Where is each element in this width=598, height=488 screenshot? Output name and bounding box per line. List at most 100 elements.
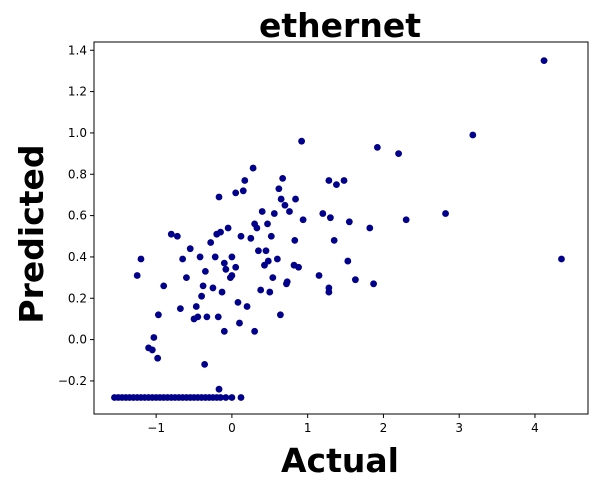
data-point [215, 193, 223, 201]
data-point [344, 257, 352, 265]
data-point [207, 239, 215, 246]
data-point [298, 137, 306, 145]
data-point [198, 292, 205, 300]
x-axis-label: Actual [281, 441, 399, 480]
data-point [442, 210, 449, 217]
data-point [217, 228, 224, 236]
data-point [295, 263, 302, 271]
data-point [150, 334, 158, 341]
y-tick-label: 0.0 [68, 333, 87, 347]
data-point [325, 288, 333, 296]
y-axis-label: Predicted [12, 144, 51, 323]
data-point [276, 311, 284, 319]
data-point [232, 189, 240, 197]
data-point [167, 230, 175, 238]
data-point [333, 181, 340, 189]
data-point [196, 253, 204, 261]
data-point [262, 247, 270, 255]
data-point [133, 272, 141, 279]
data-point [217, 394, 224, 401]
data-point [211, 253, 219, 261]
data-point [218, 288, 226, 296]
data-points [111, 57, 565, 401]
data-point [243, 303, 251, 310]
data-point [236, 319, 243, 327]
data-point [239, 187, 247, 195]
y-tick-label: 1.2 [68, 85, 87, 99]
y-tick-label: 1.4 [68, 43, 87, 57]
data-point [299, 216, 307, 224]
data-point [199, 282, 207, 290]
data-point [249, 164, 257, 172]
data-point [267, 232, 275, 240]
data-point [203, 313, 211, 321]
data-point [395, 150, 402, 158]
data-point [279, 175, 287, 182]
data-point [155, 311, 162, 319]
data-point [183, 274, 190, 281]
data-point [179, 255, 187, 263]
data-point [326, 214, 334, 222]
data-point [266, 288, 274, 296]
x-tick-label: 0 [228, 421, 236, 435]
data-point [264, 220, 271, 228]
x-tick-label: 3 [455, 421, 463, 435]
data-point [214, 313, 222, 321]
data-point [281, 201, 289, 209]
data-point [222, 394, 230, 401]
plot-frame [93, 41, 589, 415]
data-point [228, 253, 236, 261]
data-point [222, 265, 230, 273]
data-point [201, 268, 209, 275]
data-point [373, 144, 381, 151]
x-tick-label: 1 [304, 421, 312, 435]
data-point [340, 177, 348, 184]
data-point [325, 177, 333, 184]
data-point [319, 210, 327, 217]
data-point [345, 218, 353, 226]
data-point [366, 224, 374, 232]
data-point [469, 131, 477, 139]
data-point [264, 257, 272, 265]
data-point [330, 237, 338, 244]
data-point [255, 247, 262, 255]
x-tick-label: 4 [531, 421, 539, 435]
data-point [241, 177, 249, 184]
data-point [215, 385, 223, 393]
y-tick-label: 0.6 [68, 209, 87, 223]
data-point [402, 216, 410, 224]
data-point [237, 232, 245, 240]
data-point [257, 286, 265, 294]
data-point [558, 255, 565, 263]
data-point [315, 272, 323, 279]
data-point [160, 282, 168, 290]
data-point [220, 327, 228, 335]
y-tick-label: −0.2 [58, 374, 87, 388]
data-point [148, 346, 156, 354]
data-point [201, 361, 209, 368]
data-point [286, 208, 293, 215]
data-point [194, 313, 202, 321]
data-point [540, 57, 548, 64]
data-point [173, 232, 181, 240]
data-point [275, 185, 283, 193]
data-point [137, 255, 145, 263]
data-point [186, 245, 194, 253]
data-point [292, 195, 299, 203]
data-point [258, 208, 266, 215]
data-point [237, 394, 245, 401]
data-point [273, 255, 281, 263]
x-tick-label: −1 [147, 421, 165, 435]
data-point [291, 237, 299, 244]
data-point [247, 234, 255, 242]
data-point [370, 280, 377, 288]
data-point [277, 195, 285, 203]
data-point [253, 224, 261, 232]
data-point [176, 305, 184, 312]
data-point [269, 274, 277, 281]
data-point [234, 299, 242, 306]
data-point [154, 354, 162, 362]
axis-ticks: −1 0 1 2 3 4 −0.2 0.0 0.2 0.4 0.6 0.8 1.0 1.2 1.4 [58, 43, 539, 435]
data-point [224, 224, 232, 232]
